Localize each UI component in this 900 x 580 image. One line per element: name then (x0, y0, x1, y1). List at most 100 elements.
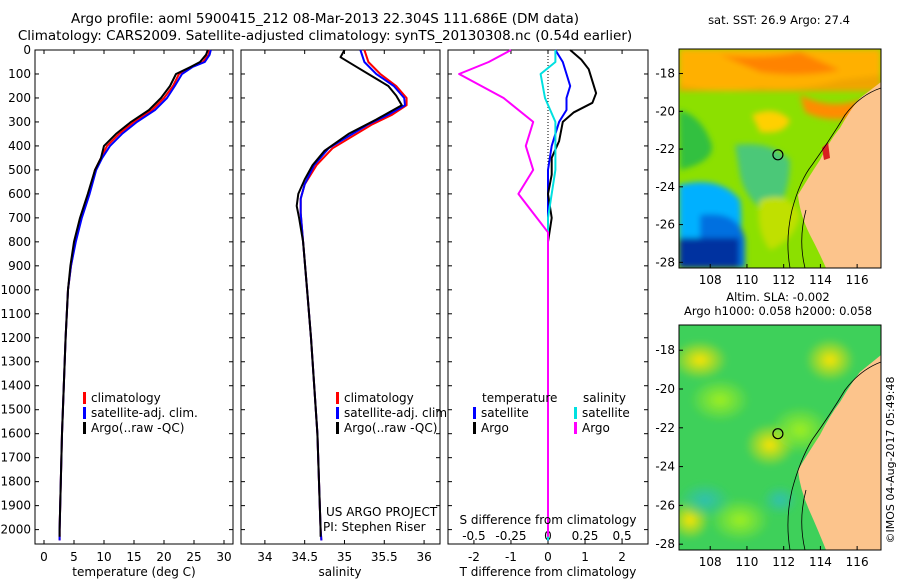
x-tick-label: 5 (70, 550, 78, 564)
series-line-s-argo (458, 49, 549, 537)
x-tick-label: 25 (186, 550, 201, 564)
map-y-tick-label: -18 (655, 67, 675, 81)
map-x-tick-label: 112 (772, 273, 795, 287)
figure-title: Argo profile: aoml 5900415_212 08-Mar-20… (70, 11, 579, 27)
x-tick-label: 30 (216, 550, 231, 564)
y-tick-label: 900 (8, 259, 31, 273)
land-mass (798, 325, 881, 550)
temperature-panel: 0100200300400500600700800900100011001200… (0, 43, 234, 579)
legend-label-climatology: climatology (91, 391, 161, 405)
y-tick-label: 1300 (0, 355, 31, 369)
legend-label-argo: Argo(..raw -QC) (91, 421, 184, 435)
map-x-tick-label: 108 (699, 555, 722, 569)
map-y-tick-label: -26 (655, 218, 675, 232)
land-mass (798, 49, 881, 268)
temperature-xlabel: temperature (deg C) (72, 565, 195, 579)
map-y-tick-label: -22 (655, 421, 675, 435)
legend-title-salinity: salinity (583, 391, 626, 405)
y-tick-label: 0 (23, 43, 31, 57)
legend-label-s-argo: Argo (582, 421, 610, 435)
x-tick-label: 35 (337, 550, 352, 564)
map-x-tick-label: 110 (735, 273, 758, 287)
map-x-tick-label: 108 (699, 273, 722, 287)
map-y-tick-label: -18 (655, 343, 675, 357)
t-difference-xlabel: T difference from climatology (459, 565, 637, 579)
x-tick-label: -1 (505, 550, 517, 564)
y-tick-label: 300 (8, 115, 31, 129)
legend-swatch-s-satellite (574, 407, 577, 419)
legend-swatch-argo (336, 422, 339, 434)
map-x-tick-label: 114 (809, 555, 832, 569)
legend-label-argo: Argo(..raw -QC) (344, 421, 437, 435)
legend-swatch-satellite (83, 407, 86, 419)
map-y-tick-label: -20 (655, 382, 675, 396)
legend-swatch-satellite (336, 407, 339, 419)
y-tick-label: 1100 (0, 307, 31, 321)
pi-credit: PI: Stephen Riser (323, 520, 426, 534)
series-line-argo-raw-qc- (295, 49, 403, 537)
map-y-tick-label: -26 (655, 498, 675, 512)
y-tick-label: 1400 (0, 379, 31, 393)
map-y-tick-label: -22 (655, 142, 675, 156)
x-tick-label: 2 (618, 550, 626, 564)
legend-label-t-argo: Argo (481, 421, 509, 435)
y-tick-label: 600 (8, 187, 31, 201)
sla-map-frame (678, 324, 882, 551)
x-tick-label: 10 (96, 550, 111, 564)
y-tick-label: 700 (8, 211, 31, 225)
x-tick-label: 15 (126, 550, 141, 564)
legend-swatch-s-argo (574, 422, 577, 434)
y-tick-label: 1200 (0, 331, 31, 345)
salinity-panel: 34 34.5 35 35.5 36 salinity climatology sate… (240, 49, 451, 579)
s-tick-label: -0.5 (462, 529, 485, 543)
imos-timestamp: ©IMOS 04-Aug-2017 05:49:48 (884, 377, 897, 544)
y-tick-label: 800 (8, 235, 31, 249)
y-tick-label: 1700 (0, 451, 31, 465)
legend-label-satellite: satellite-adj. clim. (344, 406, 451, 420)
x-tick-label: 34.5 (291, 550, 318, 564)
y-tick-label: 1900 (0, 499, 31, 513)
argo-position-marker (772, 149, 784, 161)
x-tick-label: 35.5 (371, 550, 398, 564)
s-tick-label: -0.25 (495, 529, 526, 543)
legend-label-s-satellite: satellite (582, 406, 630, 420)
sla-map: Altim. SLA: -0.002 Argo h1000: 0.058 h20… (655, 290, 882, 569)
x-tick-label: 1 (581, 550, 589, 564)
legend-swatch-t-satellite (473, 407, 476, 419)
legend-label-climatology: climatology (344, 391, 414, 405)
series-line-argo-raw-qc- (58, 49, 209, 537)
project-credit: US ARGO PROJECT (326, 505, 438, 519)
legend-swatch-t-argo (473, 422, 476, 434)
map-x-tick-label: 110 (735, 555, 758, 569)
sst-map-title: sat. SST: 26.9 Argo: 27.4 (708, 13, 850, 27)
legend-label-t-satellite: satellite (481, 406, 529, 420)
y-tick-label: 100 (8, 67, 31, 81)
sla-map-title: Altim. SLA: -0.002 (726, 290, 830, 304)
x-tick-label: 0 (40, 550, 48, 564)
x-tick-label: 34 (257, 550, 272, 564)
y-tick-label: 1500 (0, 403, 31, 417)
figure-subtitle: Climatology: CARS2009. Satellite-adjuste… (17, 28, 633, 44)
y-tick-label: 2000 (0, 523, 31, 537)
y-tick-label: 1800 (0, 475, 31, 489)
y-tick-label: 1600 (0, 427, 31, 441)
y-tick-label: 200 (8, 91, 31, 105)
y-tick-label: 500 (8, 163, 31, 177)
map-x-tick-label: 112 (772, 555, 795, 569)
difference-legend: temperature salinity satellite Argo sate… (473, 391, 630, 435)
legend-swatch-climatology (336, 392, 339, 404)
y-tick-label: 400 (8, 139, 31, 153)
y-tick-label: 1000 (0, 283, 31, 297)
map-x-tick-label: 116 (846, 273, 869, 287)
s-tick-label: 0.5 (613, 529, 632, 543)
s-tick-label: 0.25 (572, 529, 599, 543)
map-y-tick-label: -28 (655, 537, 675, 551)
sst-map: sat. SST: 26.9 Argo: 27.4 108 110 (655, 13, 882, 287)
map-y-tick-label: -24 (655, 460, 675, 474)
x-tick-label: 20 (156, 550, 171, 564)
temperature-legend: climatology satellite-adj. clim. Argo(..… (83, 391, 198, 435)
x-tick-label: 0 (544, 550, 552, 564)
legend-title-temperature: temperature (482, 391, 557, 405)
salinity-xlabel: salinity (318, 565, 361, 579)
